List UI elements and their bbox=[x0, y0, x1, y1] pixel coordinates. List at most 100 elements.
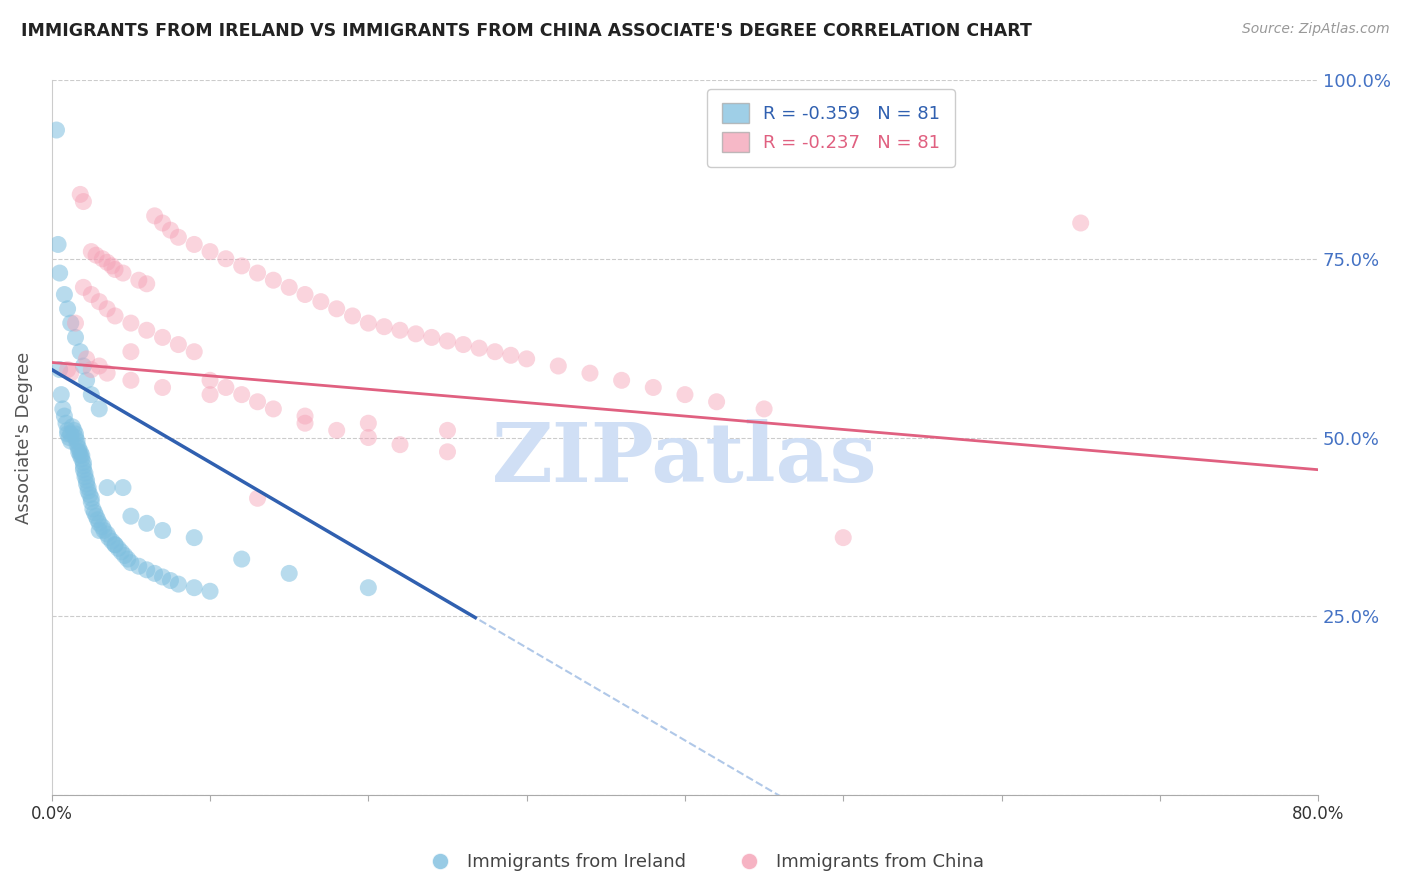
Point bbox=[484, 344, 506, 359]
Point bbox=[56, 426, 79, 441]
Point bbox=[110, 545, 132, 559]
Point bbox=[128, 273, 150, 287]
Point bbox=[420, 330, 443, 344]
Point bbox=[91, 252, 114, 266]
Point bbox=[357, 430, 380, 444]
Point bbox=[183, 531, 205, 545]
Point bbox=[246, 491, 269, 506]
Point bbox=[48, 266, 70, 280]
Point bbox=[72, 280, 94, 294]
Point bbox=[82, 502, 104, 516]
Point bbox=[80, 387, 103, 401]
Point bbox=[120, 344, 142, 359]
Point bbox=[183, 581, 205, 595]
Point bbox=[198, 387, 221, 401]
Point bbox=[70, 449, 93, 463]
Point bbox=[48, 362, 70, 376]
Point bbox=[111, 481, 134, 495]
Point bbox=[101, 259, 124, 273]
Point bbox=[72, 359, 94, 373]
Point bbox=[76, 373, 98, 387]
Point bbox=[89, 401, 111, 416]
Point bbox=[66, 434, 89, 449]
Text: Source: ZipAtlas.com: Source: ZipAtlas.com bbox=[1241, 22, 1389, 37]
Point bbox=[104, 538, 127, 552]
Point bbox=[76, 477, 98, 491]
Point bbox=[198, 244, 221, 259]
Point bbox=[468, 341, 491, 355]
Point bbox=[1070, 216, 1092, 230]
Point bbox=[63, 423, 86, 437]
Legend: Immigrants from Ireland, Immigrants from China: Immigrants from Ireland, Immigrants from… bbox=[415, 847, 991, 879]
Point bbox=[325, 301, 347, 316]
Point bbox=[294, 409, 316, 423]
Point bbox=[77, 484, 100, 499]
Point bbox=[673, 387, 696, 401]
Point bbox=[72, 463, 94, 477]
Point bbox=[152, 330, 174, 344]
Point bbox=[135, 277, 157, 291]
Point bbox=[76, 351, 98, 366]
Point bbox=[752, 401, 775, 416]
Point bbox=[373, 319, 395, 334]
Point bbox=[405, 326, 427, 341]
Point bbox=[215, 380, 238, 394]
Point bbox=[159, 574, 181, 588]
Point bbox=[96, 301, 118, 316]
Point bbox=[135, 323, 157, 337]
Point bbox=[453, 337, 475, 351]
Point bbox=[499, 348, 522, 362]
Point bbox=[183, 344, 205, 359]
Point bbox=[643, 380, 665, 394]
Point bbox=[832, 531, 855, 545]
Point bbox=[91, 520, 114, 534]
Point bbox=[342, 309, 364, 323]
Point bbox=[96, 527, 118, 541]
Point bbox=[69, 344, 91, 359]
Point bbox=[294, 416, 316, 430]
Legend: R = -0.359   N = 81, R = -0.237   N = 81: R = -0.359 N = 81, R = -0.237 N = 81 bbox=[707, 89, 955, 167]
Point bbox=[89, 524, 111, 538]
Text: ZIPatlas: ZIPatlas bbox=[492, 419, 877, 499]
Point bbox=[120, 373, 142, 387]
Point bbox=[58, 430, 80, 444]
Y-axis label: Associate's Degree: Associate's Degree bbox=[15, 351, 32, 524]
Point bbox=[294, 287, 316, 301]
Point bbox=[56, 423, 79, 437]
Point bbox=[198, 584, 221, 599]
Point bbox=[278, 280, 301, 294]
Point bbox=[80, 287, 103, 301]
Point bbox=[152, 524, 174, 538]
Point bbox=[357, 316, 380, 330]
Point bbox=[388, 323, 411, 337]
Point bbox=[120, 509, 142, 524]
Point bbox=[79, 488, 101, 502]
Point bbox=[198, 373, 221, 387]
Text: IMMIGRANTS FROM IRELAND VS IMMIGRANTS FROM CHINA ASSOCIATE'S DEGREE CORRELATION : IMMIGRANTS FROM IRELAND VS IMMIGRANTS FR… bbox=[21, 22, 1032, 40]
Point bbox=[388, 438, 411, 452]
Point bbox=[72, 459, 94, 474]
Point bbox=[436, 423, 458, 437]
Point bbox=[231, 387, 253, 401]
Point bbox=[120, 316, 142, 330]
Point bbox=[104, 538, 127, 552]
Point bbox=[152, 570, 174, 584]
Point bbox=[65, 330, 87, 344]
Point bbox=[46, 237, 69, 252]
Point bbox=[159, 223, 181, 237]
Point bbox=[80, 495, 103, 509]
Point bbox=[231, 259, 253, 273]
Point bbox=[117, 552, 139, 566]
Point bbox=[167, 230, 190, 244]
Point bbox=[262, 401, 284, 416]
Point bbox=[278, 566, 301, 581]
Point bbox=[111, 266, 134, 280]
Point bbox=[80, 362, 103, 376]
Point bbox=[167, 337, 190, 351]
Point bbox=[59, 366, 82, 380]
Point bbox=[436, 334, 458, 348]
Point bbox=[83, 506, 105, 520]
Point bbox=[53, 287, 76, 301]
Point bbox=[231, 552, 253, 566]
Point bbox=[101, 534, 124, 549]
